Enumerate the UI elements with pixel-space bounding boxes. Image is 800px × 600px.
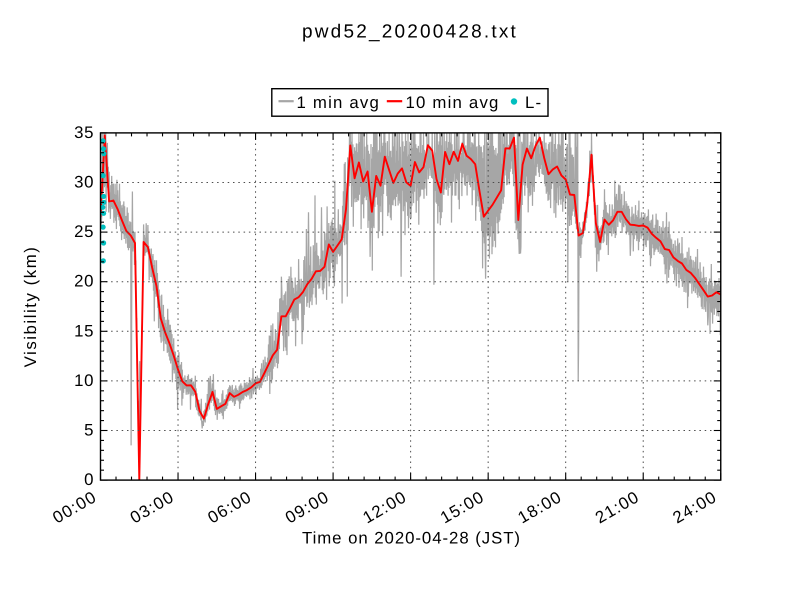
svg-text:10: 10 xyxy=(74,371,94,390)
svg-text:30: 30 xyxy=(74,173,94,192)
svg-text:Time on 2020-04-28 (JST): Time on 2020-04-28 (JST) xyxy=(302,529,521,548)
svg-text:pwd52_20200428.txt: pwd52_20200428.txt xyxy=(302,22,518,43)
svg-text:25: 25 xyxy=(74,222,94,241)
svg-text:10 min avg: 10 min avg xyxy=(406,93,500,112)
svg-text:15: 15 xyxy=(74,321,94,340)
svg-text:Visibility (km): Visibility (km) xyxy=(21,246,40,368)
svg-text:5: 5 xyxy=(84,421,94,440)
svg-text:0: 0 xyxy=(84,470,94,489)
svg-text:1 min avg: 1 min avg xyxy=(297,93,381,112)
svg-text:35: 35 xyxy=(74,123,94,142)
svg-text:L-: L- xyxy=(525,93,542,112)
svg-text:20: 20 xyxy=(74,272,94,291)
